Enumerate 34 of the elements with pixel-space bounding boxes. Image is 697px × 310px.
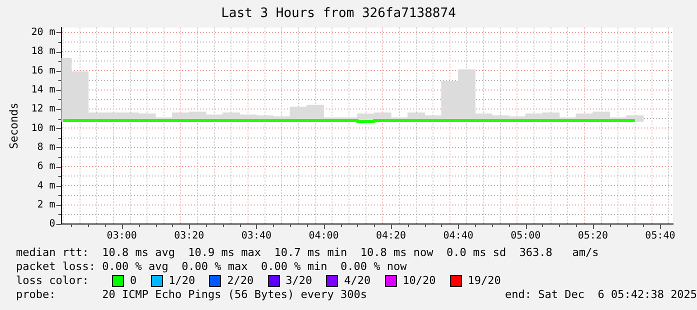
chart-title: Last 3 Hours from 326fa7138874 [221, 6, 456, 22]
x-tick-label: 04:00 [308, 230, 339, 242]
text: loss color: [16, 274, 90, 288]
y-tick-label: 20 m [31, 26, 56, 38]
y-tick-label: 6 m [37, 161, 56, 172]
y-tick-label: 12 m [31, 104, 56, 115]
x-tick-label: 03:00 [106, 230, 137, 242]
x-tick-label: 04:40 [443, 230, 474, 242]
text: 19/20 [468, 274, 501, 288]
y-tick-label: 18 m [31, 46, 56, 58]
text: end: Sat Dec 6 05:42:38 2025 [505, 288, 697, 302]
y-tick-label: 14 m [31, 84, 56, 96]
text: median rtt: 10.8 ms avg 10.9 ms max 10.7 ms min 10.8 ms now 0.0 ms sd 363.8 am/s [16, 246, 599, 260]
y-axis-title: Seconds [7, 102, 20, 149]
y-tick-label: 10 m [31, 122, 56, 134]
y-tick-label: 0 [49, 218, 56, 230]
text: 3/20 [286, 274, 312, 288]
text: 2/20 [227, 274, 254, 288]
x-tick-label: 03:40 [241, 230, 272, 242]
x-tick-label: 03:20 [174, 230, 204, 242]
text: packet loss: 0.00 % avg 0.00 % max 0.00 % min 0.00 % now [16, 260, 407, 274]
x-tick-label: 05:00 [510, 230, 541, 242]
text: probe: 20 ICMP Echo Pings (56 Bytes) every 300s [16, 288, 367, 302]
text: 0 [130, 274, 137, 288]
x-tick-label: 04:20 [376, 230, 406, 242]
y-tick-label: 4 m [37, 180, 56, 192]
text: 10/20 [402, 274, 436, 288]
y-tick-label: 8 m [37, 142, 56, 153]
text: 4/20 [344, 274, 371, 288]
x-tick-label: 05:40 [645, 230, 676, 242]
y-tick-label: 2 m [37, 199, 56, 210]
x-tick-label: 05:20 [578, 230, 608, 242]
text: 1/20 [168, 274, 196, 288]
y-tick-label: 16 m [31, 65, 56, 76]
